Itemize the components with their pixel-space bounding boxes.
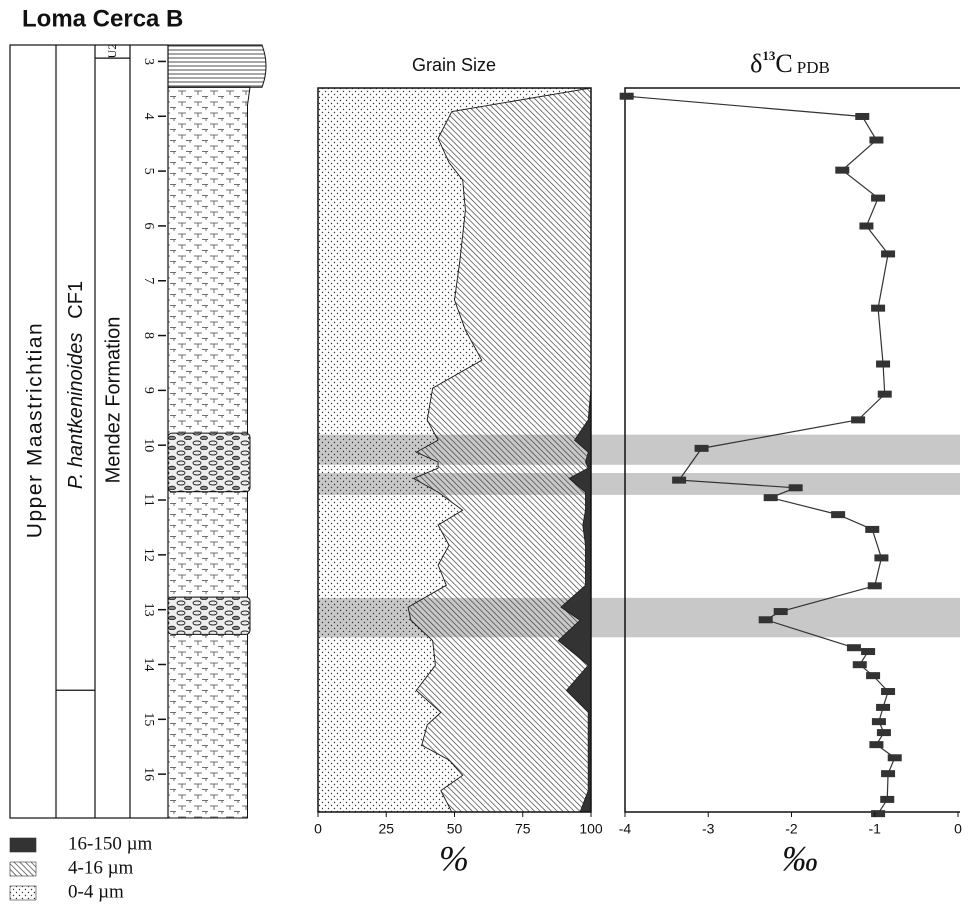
data-point — [866, 672, 881, 680]
data-point — [867, 582, 882, 590]
data-point — [846, 644, 861, 652]
data-point — [871, 718, 886, 726]
conglomerate-bed — [167, 596, 251, 635]
depth-label: 12 — [141, 548, 156, 562]
data-point — [859, 222, 874, 230]
data-point — [694, 444, 709, 452]
depth-label: 3 — [141, 58, 156, 65]
legend-swatch — [9, 861, 37, 877]
depth-label: 4 — [141, 113, 156, 120]
stage-label: Upper Maastrichtian — [24, 322, 47, 538]
grain-title: Grain Size — [412, 55, 496, 75]
data-point — [881, 250, 896, 258]
isotope-title: δ13C PDB — [750, 48, 830, 78]
data-point — [788, 484, 803, 492]
data-point — [887, 754, 902, 762]
x-tick-label: 50 — [447, 821, 463, 837]
data-point — [881, 688, 896, 696]
x-tick-label: 100 — [579, 821, 603, 837]
data-point — [619, 92, 634, 100]
axis-lines — [624, 87, 960, 813]
legend-swatch — [9, 837, 37, 853]
data-point — [865, 525, 880, 533]
depth-label: 9 — [141, 387, 156, 394]
depth-label: 6 — [141, 222, 156, 229]
data-point — [871, 810, 886, 818]
data-point — [869, 741, 884, 749]
data-point — [763, 494, 778, 502]
depth-label: 11 — [141, 493, 156, 506]
x-tick-label: -2 — [785, 821, 798, 837]
data-point — [869, 136, 884, 144]
data-point — [831, 511, 846, 519]
depth-label: 7 — [141, 277, 156, 284]
data-point — [852, 661, 867, 669]
data-point — [874, 554, 889, 562]
data-point — [835, 166, 850, 174]
biozone-label: P. hantkeninoides CF1 — [65, 281, 87, 489]
data-point — [881, 770, 896, 778]
isotope-x-label: ‰ — [782, 838, 818, 878]
data-point — [758, 616, 773, 624]
zone-label: CF1 — [65, 281, 87, 319]
title-symbol: δ — [750, 49, 762, 78]
clay-bed — [167, 44, 267, 88]
x-tick-label: 0 — [314, 821, 322, 837]
legend-label: 0-4 µm — [68, 881, 124, 902]
data-point — [871, 304, 886, 312]
species-label: P. hantkeninoides — [65, 333, 87, 489]
figure-title: Loma Cerca B — [22, 5, 183, 32]
grain-x-label: % — [439, 838, 469, 878]
depth-label: 16 — [141, 767, 156, 781]
data-point — [672, 476, 687, 484]
isotope-line — [626, 95, 896, 814]
x-tick-label: 25 — [378, 821, 394, 837]
title-element: C — [775, 49, 792, 78]
depth-label: 8 — [141, 332, 156, 339]
data-point — [880, 795, 895, 803]
data-point — [876, 703, 891, 711]
data-point — [851, 416, 866, 424]
formation-label: Mendez Formation — [102, 317, 124, 484]
depth-label: 15 — [141, 712, 156, 726]
depth-label: 5 — [141, 168, 156, 175]
x-tick-label: -1 — [869, 821, 882, 837]
data-point — [773, 608, 788, 616]
data-point — [855, 112, 870, 120]
data-point — [876, 729, 891, 737]
depth-label: 13 — [141, 603, 156, 617]
x-tick-label: 0 — [954, 821, 962, 837]
unit-label: U2 — [105, 44, 119, 59]
data-point — [861, 648, 876, 656]
legend-label: 16-150 µm — [68, 833, 153, 854]
title-subscript: PDB — [797, 58, 830, 77]
data-point — [877, 390, 892, 398]
conglomerate-bed — [167, 432, 251, 493]
legend-label: 4-16 µm — [68, 857, 134, 878]
data-point — [876, 360, 891, 368]
title-superscript: 13 — [762, 48, 776, 63]
x-tick-label: 75 — [515, 821, 531, 837]
data-point — [871, 194, 886, 202]
depth-label: 14 — [141, 657, 156, 671]
x-tick-label: -3 — [702, 821, 715, 837]
x-tick-label: -4 — [619, 821, 632, 837]
depth-label: 10 — [141, 438, 156, 452]
legend-swatch — [9, 885, 37, 901]
